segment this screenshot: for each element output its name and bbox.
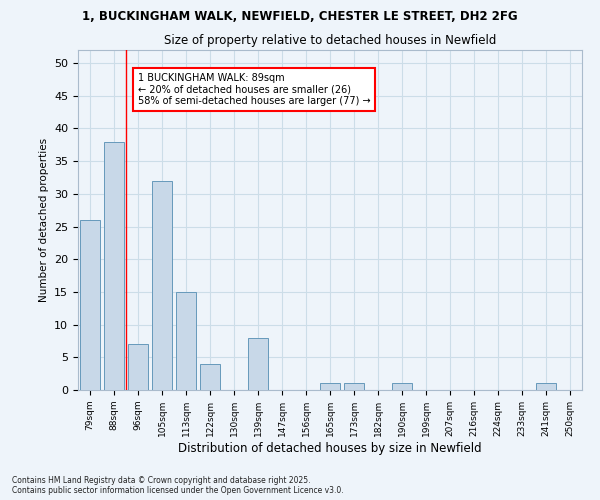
Bar — [320, 384, 340, 390]
Bar — [392, 384, 412, 390]
Bar — [248, 338, 268, 390]
Bar — [104, 142, 124, 390]
Bar — [152, 181, 172, 390]
Bar — [536, 384, 556, 390]
Bar — [176, 292, 196, 390]
Bar — [128, 344, 148, 390]
Bar — [200, 364, 220, 390]
Bar — [344, 384, 364, 390]
Y-axis label: Number of detached properties: Number of detached properties — [38, 138, 49, 302]
Text: 1, BUCKINGHAM WALK, NEWFIELD, CHESTER LE STREET, DH2 2FG: 1, BUCKINGHAM WALK, NEWFIELD, CHESTER LE… — [82, 10, 518, 23]
Text: Contains HM Land Registry data © Crown copyright and database right 2025.
Contai: Contains HM Land Registry data © Crown c… — [12, 476, 344, 495]
Bar — [80, 220, 100, 390]
Title: Size of property relative to detached houses in Newfield: Size of property relative to detached ho… — [164, 34, 496, 48]
X-axis label: Distribution of detached houses by size in Newfield: Distribution of detached houses by size … — [178, 442, 482, 454]
Text: 1 BUCKINGHAM WALK: 89sqm
← 20% of detached houses are smaller (26)
58% of semi-d: 1 BUCKINGHAM WALK: 89sqm ← 20% of detach… — [138, 73, 371, 106]
